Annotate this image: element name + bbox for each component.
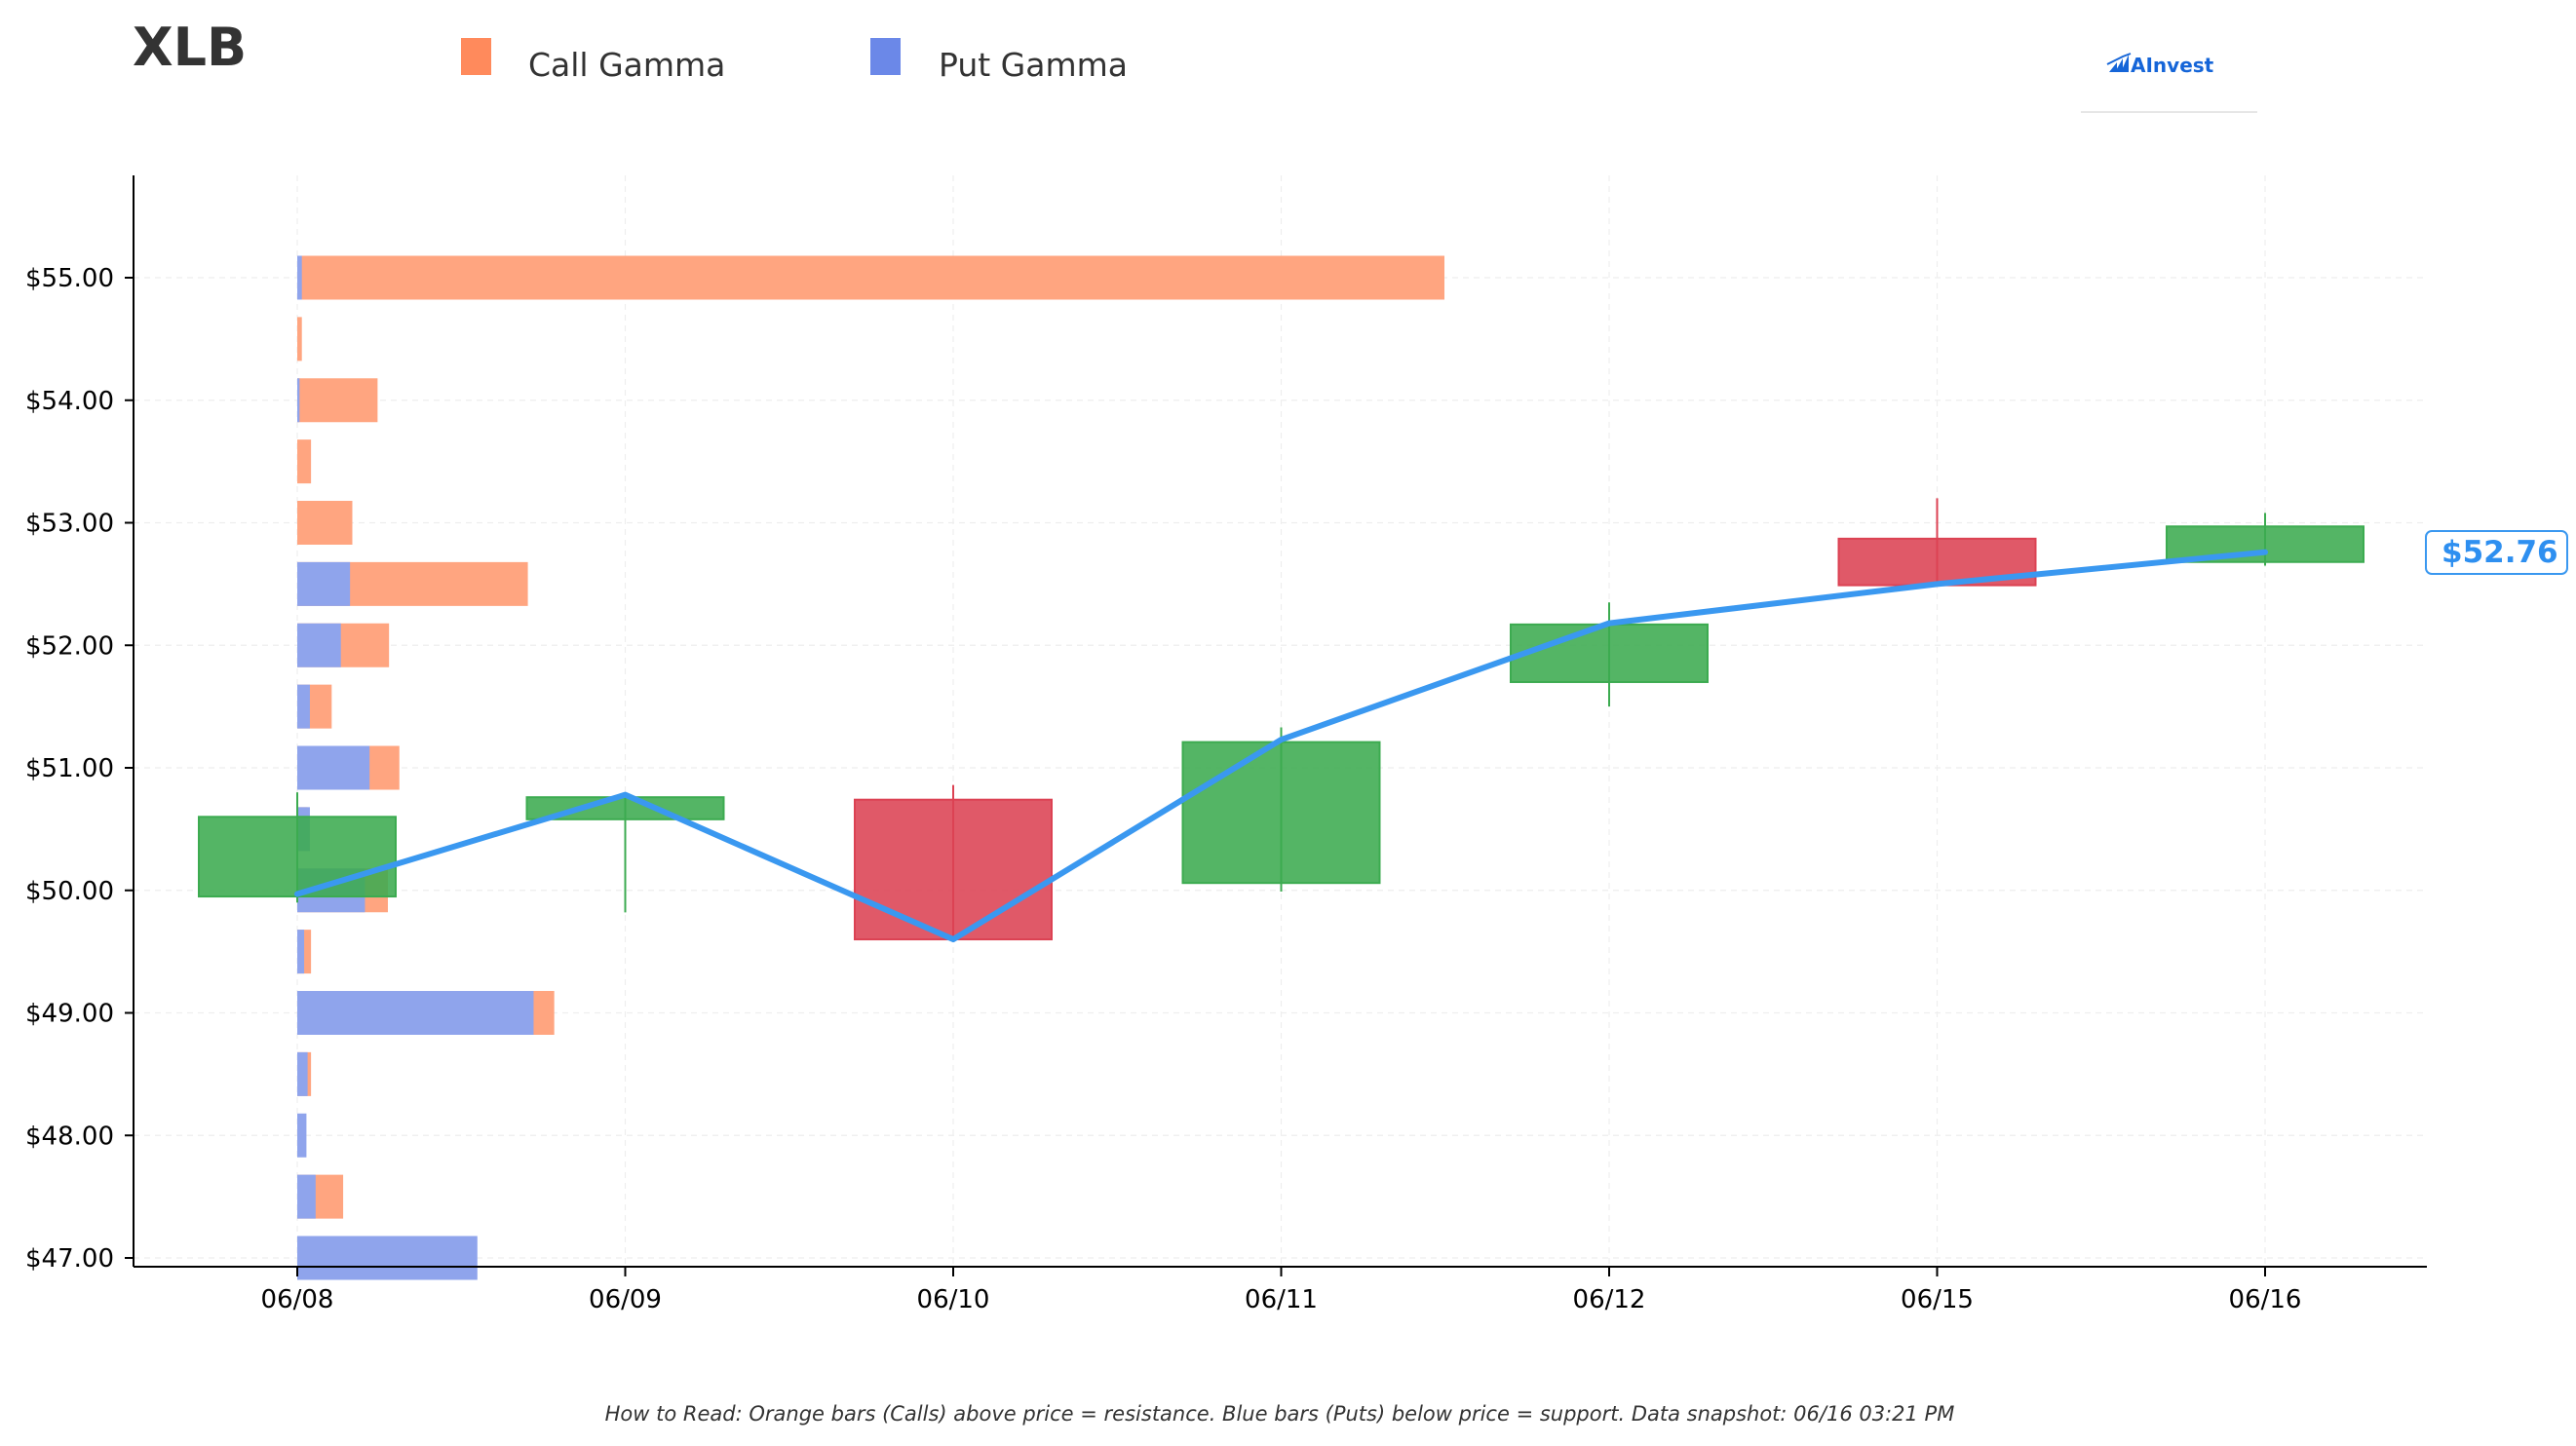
legend: Call Gamma Put Gamma [461,38,1128,84]
chart-logo-icon [2106,53,2132,72]
x-tick-label: 06/10 [917,1285,990,1314]
put-gamma-bar [297,1051,308,1096]
y-tick-label: $47.00 [25,1244,114,1274]
current-price-badge: $52.76 [2425,530,2568,575]
put-gamma-legend-swatch [870,38,901,75]
x-tick-label: 06/11 [1245,1285,1318,1314]
footnote: How to Read: Orange bars (Calls) above p… [605,1402,1955,1426]
candle-body [854,798,1053,941]
call-gamma-bar [297,439,312,484]
x-axis-ticks: 06/08 06/09 06/10 06/11 06/12 06/15 06/16 [261,1267,2302,1314]
x-tick-label: 06/16 [2229,1285,2302,1314]
put-gamma-legend-label: Put Gamma [939,46,1128,84]
call-gamma-bar [297,317,302,362]
call-gamma-legend-swatch [461,38,491,75]
put-gamma-bar [297,930,305,974]
y-tick-label: $50.00 [25,877,114,906]
current-price-box [2425,530,2568,575]
put-gamma-bar [297,1113,307,1158]
call-gamma-bar [297,501,353,545]
y-tick-label: $55.00 [25,264,114,293]
y-tick-label: $48.00 [25,1122,114,1151]
y-tick-label: $51.00 [25,754,114,783]
brand-name: AInvest [2131,54,2214,77]
x-tick-label: 06/12 [1573,1285,1646,1314]
brand-logo[interactable]: AInvest [2081,53,2257,113]
put-gamma-bar [297,991,534,1035]
x-tick-label: 06/15 [1901,1285,1974,1314]
call-gamma-bar [297,255,1444,300]
put-gamma-bar [297,1174,316,1219]
put-gamma-bar [297,623,341,667]
x-tick-label: 06/09 [589,1285,662,1314]
price-line [294,549,2268,943]
x-tick-label: 06/08 [261,1285,334,1314]
put-gamma-bar [297,561,351,606]
y-tick-label: $52.00 [25,631,114,661]
put-gamma-bar [297,378,300,423]
candle-body [1510,623,1709,683]
put-gamma-bar [297,745,370,790]
candlesticks [198,498,2365,941]
price-line-path [294,549,2268,943]
put-gamma-bar [297,1236,478,1280]
candle-body [198,816,397,898]
call-gamma-bar [297,378,378,423]
y-axis-ticks: $47.00 $48.00 $49.00 $50.00 $51.00 $52.00 $53.… [25,264,134,1274]
put-gamma-bars [297,255,534,1280]
current-price-label: $52.76 [2441,535,2558,570]
y-tick-label: $54.00 [25,387,114,416]
put-gamma-bar [297,684,310,729]
candle-body [1181,741,1381,885]
grid [134,175,2427,1267]
y-tick-label: $53.00 [25,510,114,539]
ticker-title: XLB [133,17,247,78]
put-gamma-bar [297,255,302,300]
call-gamma-legend-label: Call Gamma [528,46,725,84]
axes [133,175,2427,1268]
y-tick-label: $49.00 [25,1000,114,1029]
